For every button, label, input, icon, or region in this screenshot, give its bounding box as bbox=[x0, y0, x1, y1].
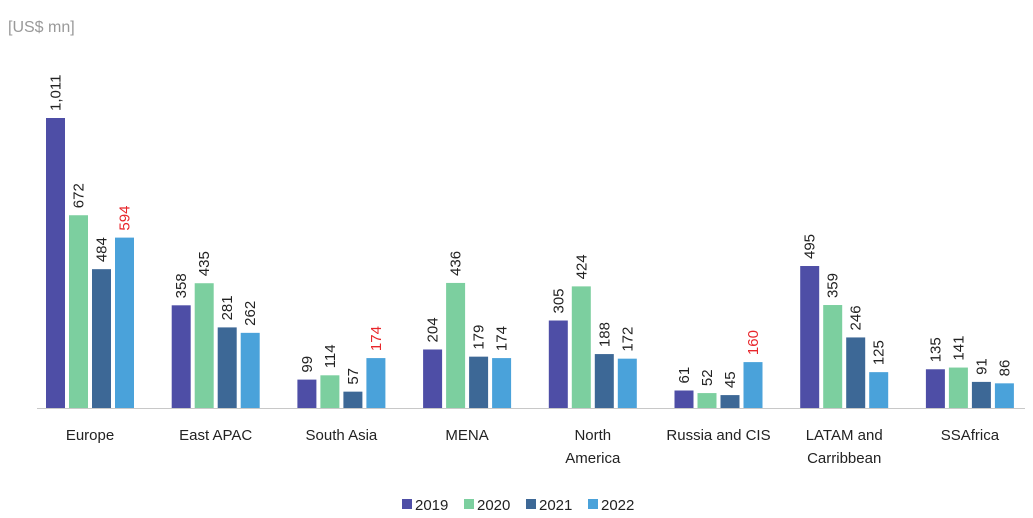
bar bbox=[343, 391, 363, 408]
x-tick-label: East APAC bbox=[179, 427, 253, 444]
value-label: 435 bbox=[196, 251, 213, 276]
value-label: 436 bbox=[448, 251, 465, 276]
value-label: 359 bbox=[825, 273, 842, 298]
legend-swatch bbox=[526, 499, 536, 509]
x-tick-label: South Asia bbox=[305, 427, 378, 444]
bar bbox=[869, 372, 889, 408]
bar bbox=[320, 375, 340, 408]
bar bbox=[697, 393, 717, 408]
bar bbox=[423, 349, 443, 408]
value-label: 86 bbox=[996, 360, 1013, 377]
value-label: 99 bbox=[299, 356, 316, 373]
legend-label: 2019 bbox=[415, 497, 448, 514]
bar bbox=[194, 283, 214, 408]
bar bbox=[674, 390, 694, 408]
bar bbox=[46, 118, 65, 408]
bar bbox=[594, 354, 614, 408]
bar bbox=[240, 332, 260, 408]
value-label: 61 bbox=[676, 367, 693, 384]
value-label: 172 bbox=[619, 327, 636, 352]
legend-label: 2021 bbox=[539, 497, 572, 514]
value-label: 160 bbox=[745, 330, 762, 355]
value-label: 281 bbox=[219, 295, 236, 320]
bar bbox=[617, 358, 637, 408]
bar bbox=[115, 237, 134, 408]
value-label: 672 bbox=[71, 183, 88, 208]
bar bbox=[366, 358, 386, 408]
bar bbox=[971, 381, 991, 408]
bar bbox=[823, 305, 843, 408]
legend-label: 2020 bbox=[477, 497, 510, 514]
x-tick-label: Europe bbox=[65, 427, 115, 444]
bar bbox=[994, 383, 1014, 408]
value-label: 174 bbox=[494, 326, 511, 351]
value-label: 114 bbox=[322, 344, 339, 368]
value-label: 179 bbox=[471, 325, 488, 350]
x-tick-label: Russia and CIS bbox=[666, 427, 771, 444]
value-label: 188 bbox=[596, 322, 613, 347]
bar bbox=[446, 282, 466, 408]
value-label: 358 bbox=[173, 273, 190, 298]
bar bbox=[846, 337, 866, 408]
bar bbox=[548, 320, 568, 408]
value-label: 484 bbox=[94, 237, 111, 262]
legend-label: 2022 bbox=[601, 497, 634, 514]
bar bbox=[720, 395, 740, 408]
bar bbox=[571, 286, 591, 408]
bar bbox=[217, 327, 237, 408]
value-label: 305 bbox=[550, 288, 567, 313]
value-label: 204 bbox=[425, 317, 442, 342]
value-label: 91 bbox=[973, 358, 990, 375]
value-label: 495 bbox=[802, 234, 819, 259]
x-tick-label: LATAM and Carribbean bbox=[805, 427, 883, 467]
value-label: 174 bbox=[368, 326, 385, 351]
legend-swatch bbox=[464, 499, 474, 509]
unit-label: [US$ mn] bbox=[8, 19, 75, 36]
value-label: 135 bbox=[927, 337, 944, 362]
value-label: 141 bbox=[950, 336, 967, 361]
bar bbox=[492, 358, 512, 408]
value-label: 57 bbox=[345, 368, 362, 385]
bar bbox=[469, 356, 489, 408]
bar bbox=[743, 362, 763, 408]
bar bbox=[297, 379, 317, 408]
value-label: 45 bbox=[722, 371, 739, 388]
bar bbox=[69, 215, 88, 408]
legend-swatch bbox=[588, 499, 598, 509]
bar bbox=[925, 369, 945, 408]
bar bbox=[92, 269, 111, 408]
value-label: 246 bbox=[848, 305, 865, 330]
value-label: 1,011 bbox=[48, 75, 65, 111]
x-tick-label: North America bbox=[565, 427, 621, 467]
legend-swatch bbox=[402, 499, 412, 509]
x-tick-label: MENA bbox=[445, 427, 489, 444]
value-label: 424 bbox=[573, 254, 590, 279]
bar bbox=[800, 266, 820, 408]
x-tick-label: SSAfrica bbox=[940, 427, 1000, 444]
value-label: 594 bbox=[117, 206, 134, 231]
bar bbox=[171, 305, 191, 408]
value-label: 52 bbox=[699, 369, 716, 386]
value-label: 262 bbox=[242, 301, 259, 326]
bar bbox=[948, 367, 968, 408]
value-label: 125 bbox=[871, 340, 888, 365]
